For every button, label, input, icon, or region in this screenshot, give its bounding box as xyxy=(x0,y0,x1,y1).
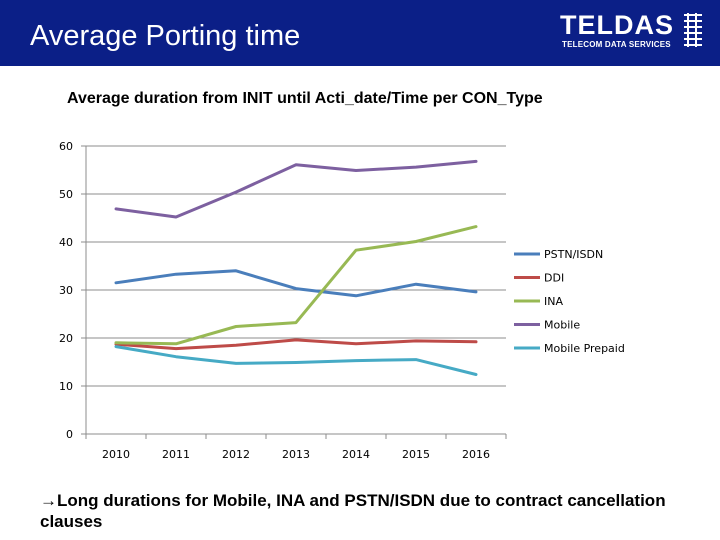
x-tick-label: 2012 xyxy=(222,448,250,461)
series-line-mobile-prepaid xyxy=(114,345,478,376)
x-tick-label: 2011 xyxy=(162,448,190,461)
x-tick-label: 2014 xyxy=(342,448,370,461)
conclusion-sentence: Long durations for Mobile, INA and PSTN/… xyxy=(40,491,666,531)
y-tick-label: 10 xyxy=(59,380,73,393)
slide-title: Average Porting time xyxy=(30,20,301,52)
y-tick-label: 20 xyxy=(59,332,73,345)
arrow-right-icon: → xyxy=(40,491,57,510)
x-tick-label: 2016 xyxy=(462,448,490,461)
logo-subtitle: TELECOM DATA SERVICES xyxy=(562,40,671,49)
y-tick-label: 60 xyxy=(59,140,73,153)
legend-label: PSTN/ISDN xyxy=(544,248,603,261)
y-tick-label: 50 xyxy=(59,188,73,201)
y-tick-label: 0 xyxy=(66,428,73,441)
header-bar: Average Porting time TELDAS TELECOM DATA… xyxy=(0,0,720,66)
x-tick-label: 2010 xyxy=(102,448,130,461)
legend-label: INA xyxy=(544,295,563,308)
legend-label: Mobile xyxy=(544,319,580,332)
conclusion-text: →Long durations for Mobile, INA and PSTN… xyxy=(40,490,710,532)
x-tick-label: 2015 xyxy=(402,448,430,461)
y-tick-label: 30 xyxy=(59,284,73,297)
chart-title: Average duration from INIT until Acti_da… xyxy=(67,90,543,107)
logo-grid-icon xyxy=(684,13,702,47)
x-tick-label: 2013 xyxy=(282,448,310,461)
series-line-mobile xyxy=(114,159,478,219)
teldas-logo: TELDAS TELECOM DATA SERVICES xyxy=(560,8,710,58)
line-chart: 0 10 20 30 40 50 60 2010 2011 2012 2013 2014 2015 201… xyxy=(59,140,625,461)
series-line-ina xyxy=(114,225,478,346)
legend-label: Mobile Prepaid xyxy=(544,342,625,355)
y-tick-label: 40 xyxy=(59,236,73,249)
series-line-pstn-isdn xyxy=(114,269,478,298)
series-line-ddi xyxy=(114,338,478,351)
legend-label: DDI xyxy=(544,272,564,285)
logo-name: TELDAS xyxy=(560,10,674,40)
